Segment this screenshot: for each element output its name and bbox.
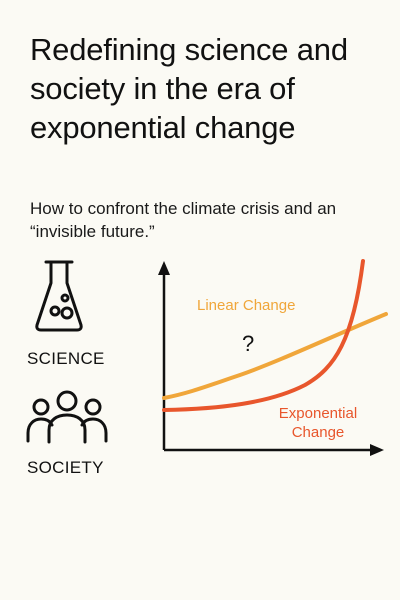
question-mark: ? (242, 331, 254, 356)
growth-comparison-diagram: Linear Change ? Exponential Change (158, 259, 388, 456)
linear-change-line (162, 312, 388, 400)
society-label: SOCIETY (27, 458, 104, 477)
flask-icon (35, 260, 83, 332)
exponential-change-label: Exponential (279, 405, 357, 422)
page-title: Redefining science and society in the er… (30, 32, 348, 145)
linear-change-label: Linear Change (197, 297, 295, 314)
people-group-icon (26, 390, 108, 444)
chart-axes (158, 261, 384, 456)
science-label: SCIENCE (27, 349, 105, 368)
page-subtitle: How to confront the climate crisis and a… (30, 199, 337, 241)
exponential-change-label-line2: Change (292, 424, 345, 441)
exponential-change-curve (162, 259, 365, 412)
